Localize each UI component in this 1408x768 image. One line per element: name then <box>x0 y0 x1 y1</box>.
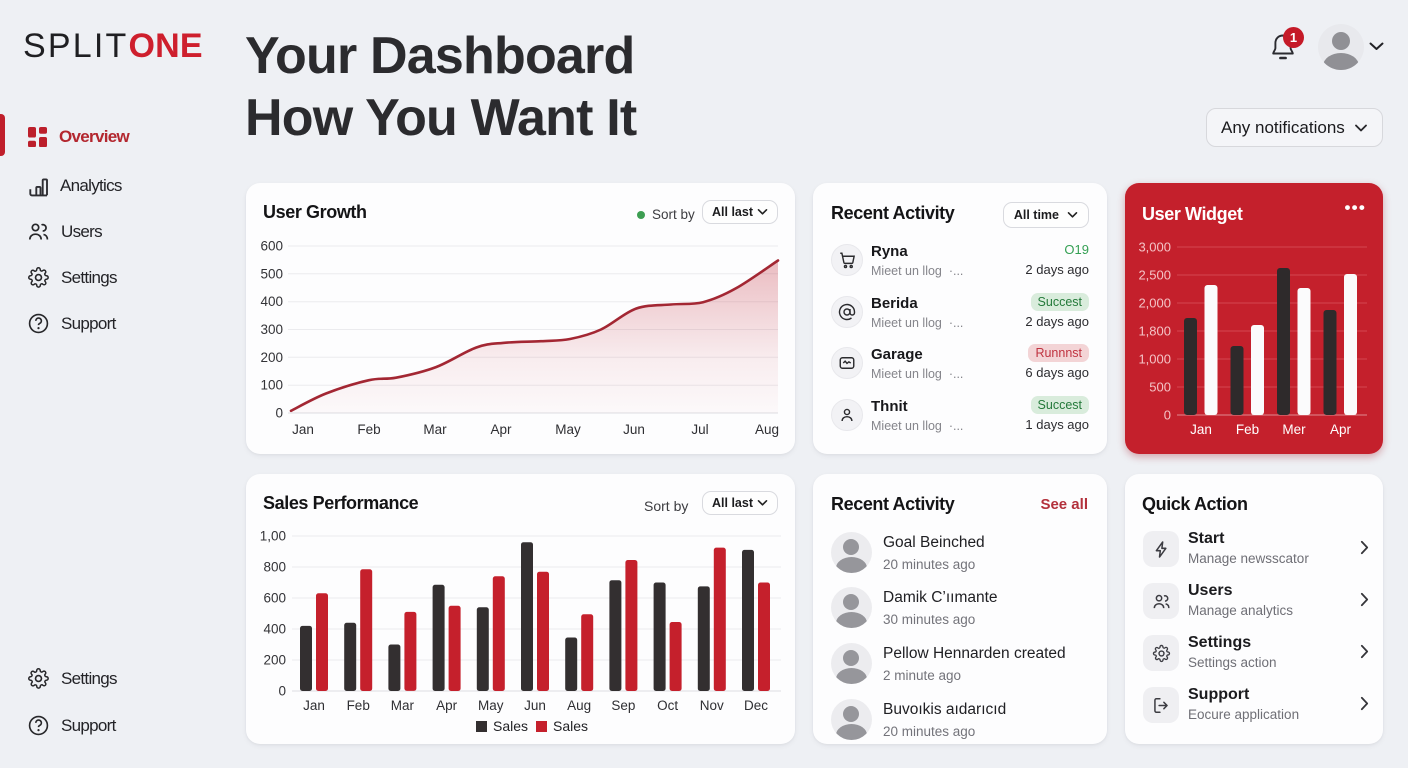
svg-text:200: 200 <box>263 653 286 668</box>
svg-text:400: 400 <box>260 294 283 309</box>
svg-text:2,500: 2,500 <box>1138 268 1171 283</box>
svg-text:Nov: Nov <box>700 698 724 713</box>
svg-text:Feb: Feb <box>357 422 380 437</box>
svg-text:Jun: Jun <box>623 422 645 437</box>
svg-text:Jan: Jan <box>1190 422 1212 437</box>
svg-text:Aug: Aug <box>567 698 591 713</box>
svg-text:200: 200 <box>260 350 283 365</box>
svg-text:3,000: 3,000 <box>1138 240 1171 255</box>
svg-text:Sales: Sales <box>493 718 528 734</box>
svg-text:100: 100 <box>260 378 283 393</box>
svg-text:500: 500 <box>1149 380 1171 395</box>
svg-text:Apr: Apr <box>490 422 512 437</box>
svg-text:400: 400 <box>263 622 286 637</box>
svg-text:Feb: Feb <box>1236 422 1259 437</box>
svg-text:0: 0 <box>278 684 286 699</box>
svg-text:Mar: Mar <box>423 422 447 437</box>
svg-text:Feb: Feb <box>347 698 370 713</box>
svg-text:May: May <box>555 422 581 437</box>
svg-text:Apr: Apr <box>436 698 458 713</box>
svg-text:300: 300 <box>260 322 283 337</box>
svg-text:Mer: Mer <box>1282 422 1306 437</box>
svg-text:1,800: 1,800 <box>1138 324 1171 339</box>
svg-text:600: 600 <box>263 591 286 606</box>
svg-text:Jul: Jul <box>691 422 708 437</box>
svg-text:Oct: Oct <box>657 698 678 713</box>
svg-text:Sales: Sales <box>553 718 588 734</box>
svg-text:May: May <box>478 698 504 713</box>
svg-text:1,00: 1,00 <box>260 529 286 544</box>
svg-text:Apr: Apr <box>1330 422 1352 437</box>
svg-text:Jun: Jun <box>524 698 546 713</box>
svg-text:600: 600 <box>260 239 283 254</box>
svg-text:2,000: 2,000 <box>1138 296 1171 311</box>
svg-text:0: 0 <box>1164 408 1171 423</box>
svg-text:Jan: Jan <box>292 422 314 437</box>
svg-text:800: 800 <box>263 560 286 575</box>
svg-text:500: 500 <box>260 266 283 281</box>
svg-text:Dec: Dec <box>744 698 768 713</box>
svg-text:0: 0 <box>275 406 283 421</box>
svg-text:Sep: Sep <box>611 698 635 713</box>
svg-text:Aug: Aug <box>755 422 779 437</box>
svg-text:1,000: 1,000 <box>1138 352 1171 367</box>
svg-text:Jan: Jan <box>303 698 325 713</box>
svg-text:Mar: Mar <box>391 698 415 713</box>
